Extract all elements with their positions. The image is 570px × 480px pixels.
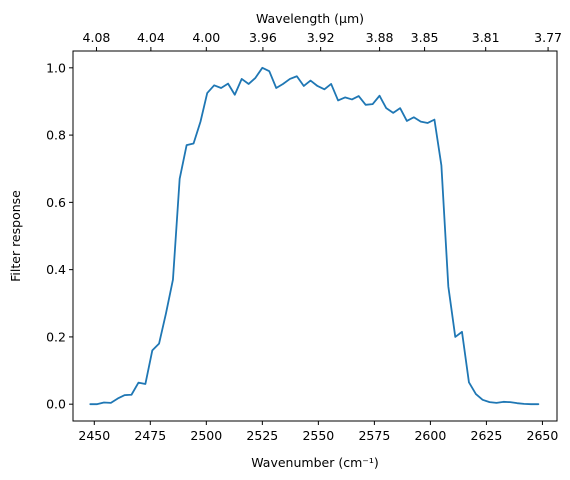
- top-x-tick-label: 3.96: [249, 30, 277, 45]
- top-x-tick-label: 3.92: [307, 30, 335, 45]
- x-tick-label: 2625: [471, 428, 503, 443]
- y-tick-label: 1.0: [46, 60, 66, 75]
- x-tick-label: 2475: [134, 428, 166, 443]
- y-tick-label: 0.8: [46, 128, 66, 143]
- top-x-tick-label: 3.88: [366, 30, 394, 45]
- ticks-layer: 2450 2475 2500 2525 2550 2575 2600 2625 2650 0.0 0…: [46, 30, 562, 443]
- y-tick-label: 0.6: [46, 195, 66, 210]
- y-tick-label: 0.4: [46, 262, 66, 277]
- series-layer: [89, 66, 540, 406]
- x-tick-label: 2450: [78, 428, 110, 443]
- x-tick-label: 2575: [358, 428, 390, 443]
- y-tick-label: 0.2: [46, 329, 66, 344]
- y-axis-label: Filter response: [8, 190, 23, 282]
- x-tick-label: 2600: [414, 428, 446, 443]
- top-x-tick-label: 3.85: [411, 30, 439, 45]
- top-x-tick-label: 4.00: [192, 30, 220, 45]
- top-x-axis-label: Wavelength (μm): [256, 11, 364, 26]
- top-x-tick-label: 4.04: [137, 30, 165, 45]
- top-x-tick-label: 4.08: [83, 30, 111, 45]
- x-tick-label: 2525: [246, 428, 278, 443]
- y-tick-label: 0.0: [46, 397, 66, 412]
- series-line: [89, 66, 540, 406]
- x-tick-label: 2550: [302, 428, 334, 443]
- top-x-tick-label: 3.77: [534, 30, 562, 45]
- top-x-tick-label: 3.81: [472, 30, 500, 45]
- plot-frame: [72, 50, 558, 422]
- x-tick-label: 2500: [190, 428, 222, 443]
- x-axis-label: Wavenumber (cm⁻¹): [251, 455, 378, 470]
- x-tick-label: 2650: [527, 428, 559, 443]
